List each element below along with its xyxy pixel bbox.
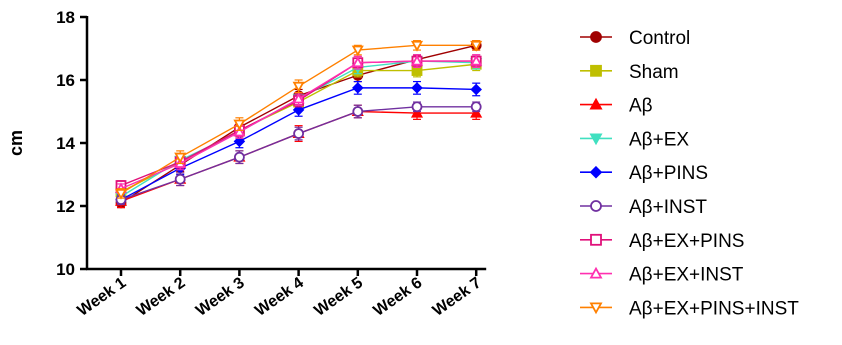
data-point <box>292 92 305 104</box>
data-point <box>470 40 483 52</box>
data-point <box>411 82 423 94</box>
data-point <box>292 104 305 116</box>
legend-label: Aβ+EX+PINS+INST <box>629 298 799 319</box>
x-tick-label: Week 7 <box>430 274 485 319</box>
legend-item: Aβ+EX+PINS+INST <box>580 298 799 319</box>
data-point <box>174 173 186 185</box>
legend-label: Aβ+EX <box>629 129 689 150</box>
data-point <box>410 54 424 66</box>
axes: 10 12 14 16 18 Week 1 Week 2 Week 3 Week 4 Week 5… <box>56 8 487 320</box>
data-point <box>351 56 364 68</box>
legend-marker <box>590 64 602 77</box>
legend-item: Control <box>580 28 690 49</box>
data-point <box>233 125 246 137</box>
data-point <box>411 101 423 113</box>
legend-label: Aβ+EX+INST <box>629 265 744 286</box>
data-point <box>410 40 424 52</box>
legend-marker <box>589 133 603 146</box>
legend-label: Sham <box>629 62 679 83</box>
x-tick-label: Week 5 <box>311 274 366 319</box>
legend-marker <box>589 266 603 279</box>
x-tick-label: Week 1 <box>75 274 130 319</box>
legend-label: Aβ+EX+PINS <box>629 231 744 252</box>
legend: Control Sham Aβ Aβ+EX Aβ+PINS Aβ+INST Aβ+EX+PI… <box>580 28 799 319</box>
data-point <box>410 106 424 118</box>
series-line <box>120 44 477 204</box>
y-tick-label: 10 <box>56 260 75 279</box>
data-point <box>292 81 305 93</box>
data-point <box>233 119 246 131</box>
y-axis-label: cm <box>6 130 26 156</box>
x-tick-label: Week 6 <box>371 274 426 319</box>
data-point <box>233 135 246 148</box>
legend-item: Sham <box>580 62 679 83</box>
legend-item: Aβ+PINS <box>580 163 708 184</box>
y-tick-label: 12 <box>56 197 75 216</box>
data-point <box>114 188 128 200</box>
legend-marker <box>590 200 602 212</box>
y-tick-label: 18 <box>56 8 75 27</box>
y-tick-label: 16 <box>56 71 75 90</box>
series-6 <box>115 54 482 191</box>
legend-item: Aβ+EX+PINS <box>580 231 744 252</box>
legend-item: Aβ+EX <box>580 129 689 150</box>
legend-label: Control <box>629 28 690 49</box>
x-tick-label: Week 3 <box>193 274 248 319</box>
legend-marker <box>589 302 603 315</box>
x-tick-label: Week 2 <box>134 274 189 319</box>
data-point <box>174 152 187 164</box>
y-tick-label: 14 <box>56 134 75 153</box>
legend-item: Aβ <box>580 96 653 117</box>
legend-label: Aβ+PINS <box>629 163 708 184</box>
legend-item: Aβ+EX+INST <box>580 265 744 286</box>
data-point <box>352 106 364 117</box>
plot-area <box>114 39 483 209</box>
legend-marker <box>590 31 602 43</box>
data-point <box>293 128 305 139</box>
legend-item: Aβ+INST <box>580 197 707 218</box>
data-point <box>470 101 482 113</box>
series-8 <box>114 40 483 200</box>
data-point <box>470 106 483 118</box>
data-point <box>470 54 483 66</box>
data-point <box>470 83 482 96</box>
series-2 <box>114 104 483 209</box>
data-point <box>233 151 245 163</box>
legend-marker <box>589 97 603 110</box>
series-line <box>120 110 477 202</box>
legend-label: Aβ+INST <box>629 197 707 218</box>
data-point <box>352 82 364 94</box>
data-point <box>351 45 364 57</box>
legend-marker <box>590 233 602 246</box>
series-line <box>120 106 477 201</box>
series-5 <box>115 101 482 206</box>
legend-marker <box>589 165 603 179</box>
x-tick-label: Week 4 <box>252 274 307 319</box>
legend-label: Aβ <box>629 96 653 117</box>
